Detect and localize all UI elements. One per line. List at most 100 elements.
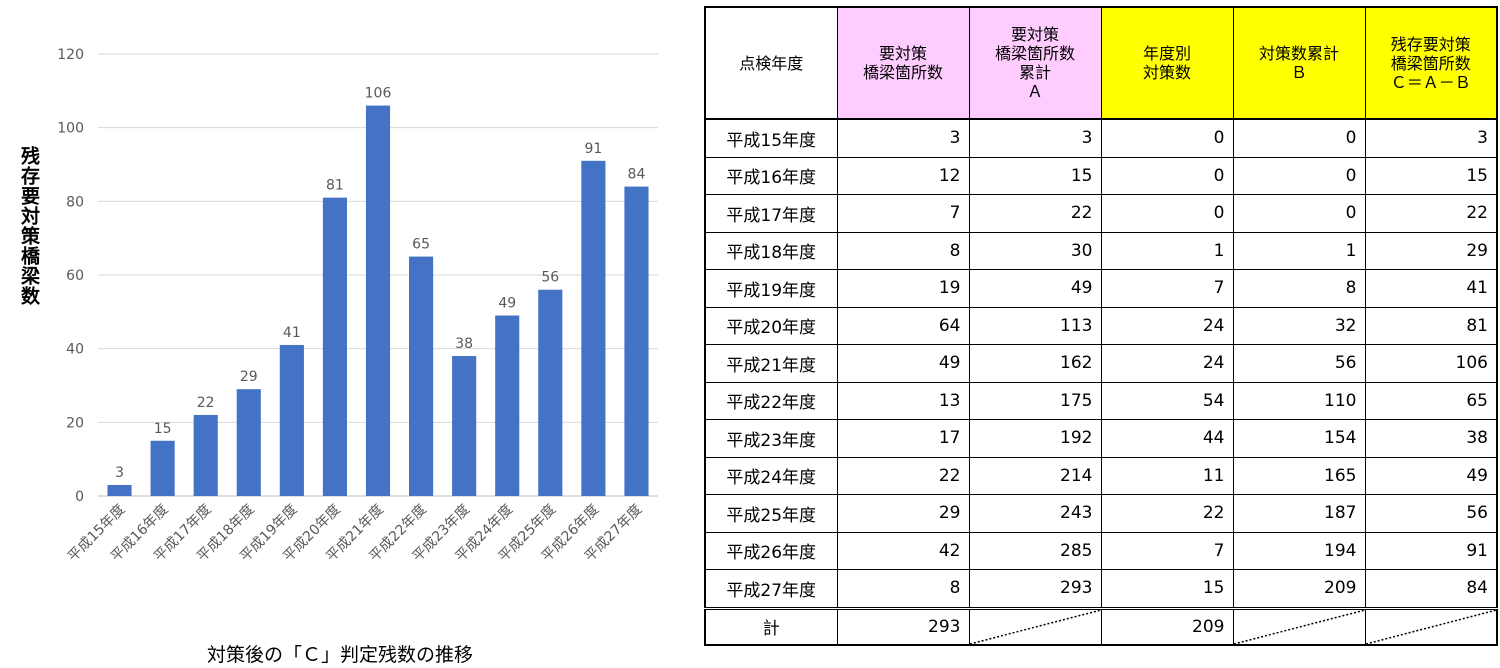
value-cell: 0 [1232, 194, 1366, 233]
header-line: 橋梁箇所数 [862, 63, 943, 82]
total-label: 計 [704, 606, 838, 646]
bar [150, 440, 175, 496]
table-header-cell: 要対策 橋梁箇所数 累計 Ａ [968, 6, 1102, 120]
y-tick-label: 100 [57, 121, 84, 137]
value-cell: 165 [1232, 456, 1366, 495]
table-row: 平成23年度 17 192 44 154 38 [704, 419, 1498, 458]
table-header-cell: 年度別 対策数 [1100, 6, 1234, 120]
value-cell: 42 [836, 531, 970, 570]
value-cell: 24 [1100, 344, 1234, 383]
value-cell: 22 [836, 456, 970, 495]
value-cell: 187 [1232, 494, 1366, 533]
bar [193, 414, 218, 496]
value-cell: 7 [1100, 531, 1234, 570]
value-cell: 3 [968, 118, 1102, 158]
year-cell: 平成15年度 [704, 118, 838, 158]
slash-cell [1232, 606, 1366, 646]
value-cell: 12 [836, 156, 970, 195]
data-label: 84 [628, 167, 646, 183]
value-cell: 0 [1232, 156, 1366, 195]
value-cell: 194 [1232, 531, 1366, 570]
table-row: 平成26年度 42 285 7 194 91 [704, 531, 1498, 570]
value-cell: 293 [968, 569, 1102, 609]
chart-caption: 対策後の「Ｃ」判定残数の推移 [206, 644, 473, 666]
value-cell: 175 [968, 381, 1102, 420]
year-cell: 平成20年度 [704, 306, 838, 345]
value-cell: 162 [968, 344, 1102, 383]
year-cell: 平成18年度 [704, 231, 838, 270]
y-tick-label: 120 [57, 47, 84, 63]
value-cell: 214 [968, 456, 1102, 495]
value-cell: 54 [1100, 381, 1234, 420]
year-cell: 平成16年度 [704, 156, 838, 195]
y-tick-label: 40 [66, 342, 84, 358]
y-tick-label: 60 [66, 268, 84, 284]
value-cell: 106 [1364, 344, 1498, 383]
bar [236, 389, 261, 496]
value-cell: 56 [1364, 494, 1498, 533]
data-label: 29 [240, 369, 258, 385]
table-row: 平成27年度 8 293 15 209 84 [704, 569, 1498, 609]
table-row: 平成21年度 49 162 24 56 106 [704, 344, 1498, 383]
value-cell: 8 [1232, 269, 1366, 308]
bar-chart: 0204060801001203平成15年度15平成16年度22平成17年度29… [57, 47, 658, 565]
year-cell: 平成17年度 [704, 194, 838, 233]
header-line: Ａ [1026, 82, 1043, 101]
header-line: 要対策 [878, 44, 927, 63]
data-label: 3 [115, 465, 124, 481]
year-cell: 平成21年度 [704, 344, 838, 383]
table-total-row: 計 293 209 [704, 606, 1498, 646]
value-cell: 49 [1364, 456, 1498, 495]
value-cell: 17 [836, 419, 970, 458]
value-cell: 3 [1364, 118, 1498, 158]
header-line: 残存要対策 [1390, 34, 1471, 54]
table-row: 平成18年度 8 30 1 1 29 [704, 231, 1498, 270]
value-cell: 24 [1100, 306, 1234, 345]
value-cell: 154 [1232, 419, 1366, 458]
value-cell: 29 [836, 494, 970, 533]
data-label: 65 [412, 237, 430, 253]
year-cell: 平成24年度 [704, 456, 838, 495]
value-cell: 209 [1232, 569, 1366, 609]
data-label: 15 [154, 421, 172, 437]
data-label: 38 [455, 336, 473, 352]
value-cell: 38 [1364, 419, 1498, 458]
header-line: 橋梁箇所数 [1390, 53, 1471, 73]
table-header-row: 点検年度 要対策 橋梁箇所数 要対策 橋梁箇所数 累計 Ａ 年度別 対策数 対策数累計 Ｂ 残存要対策… [704, 6, 1498, 120]
value-cell: 192 [968, 419, 1102, 458]
table-header-cell: 点検年度 [704, 6, 838, 120]
value-cell: 81 [1364, 306, 1498, 345]
value-cell: 15 [968, 156, 1102, 195]
value-cell: 91 [1364, 531, 1498, 570]
value-cell: 65 [1364, 381, 1498, 420]
value-cell: 0 [1100, 118, 1234, 158]
data-label: 41 [283, 325, 301, 341]
y-axis-label: 残存要対策橋梁数 [18, 146, 40, 306]
value-cell: 3 [836, 118, 970, 158]
header-line: 累計 [1018, 63, 1051, 82]
year-cell: 平成26年度 [704, 531, 838, 570]
value-cell: 19 [836, 269, 970, 308]
value-cell: 44 [1100, 419, 1234, 458]
bar [409, 256, 434, 496]
value-cell: 56 [1232, 344, 1366, 383]
value-cell: 22 [968, 194, 1102, 233]
value-cell: 0 [1232, 118, 1366, 158]
value-cell: 8 [836, 231, 970, 270]
value-cell: 11 [1100, 456, 1234, 495]
value-cell: 113 [968, 306, 1102, 345]
slash-cell [968, 606, 1102, 646]
value-cell: 285 [968, 531, 1102, 570]
value-cell: 1 [1232, 231, 1366, 270]
bar [107, 484, 132, 496]
value-cell: 0 [1100, 194, 1234, 233]
bar [581, 160, 606, 497]
header-line: 要対策 [1010, 25, 1059, 44]
data-label: 81 [326, 178, 344, 194]
data-label: 106 [365, 86, 392, 102]
value-cell: 1 [1100, 231, 1234, 270]
table-row: 平成17年度 7 22 0 0 22 [704, 194, 1498, 233]
y-tick-label: 20 [66, 415, 84, 431]
value-cell: 7 [836, 194, 970, 233]
bar [452, 356, 477, 496]
